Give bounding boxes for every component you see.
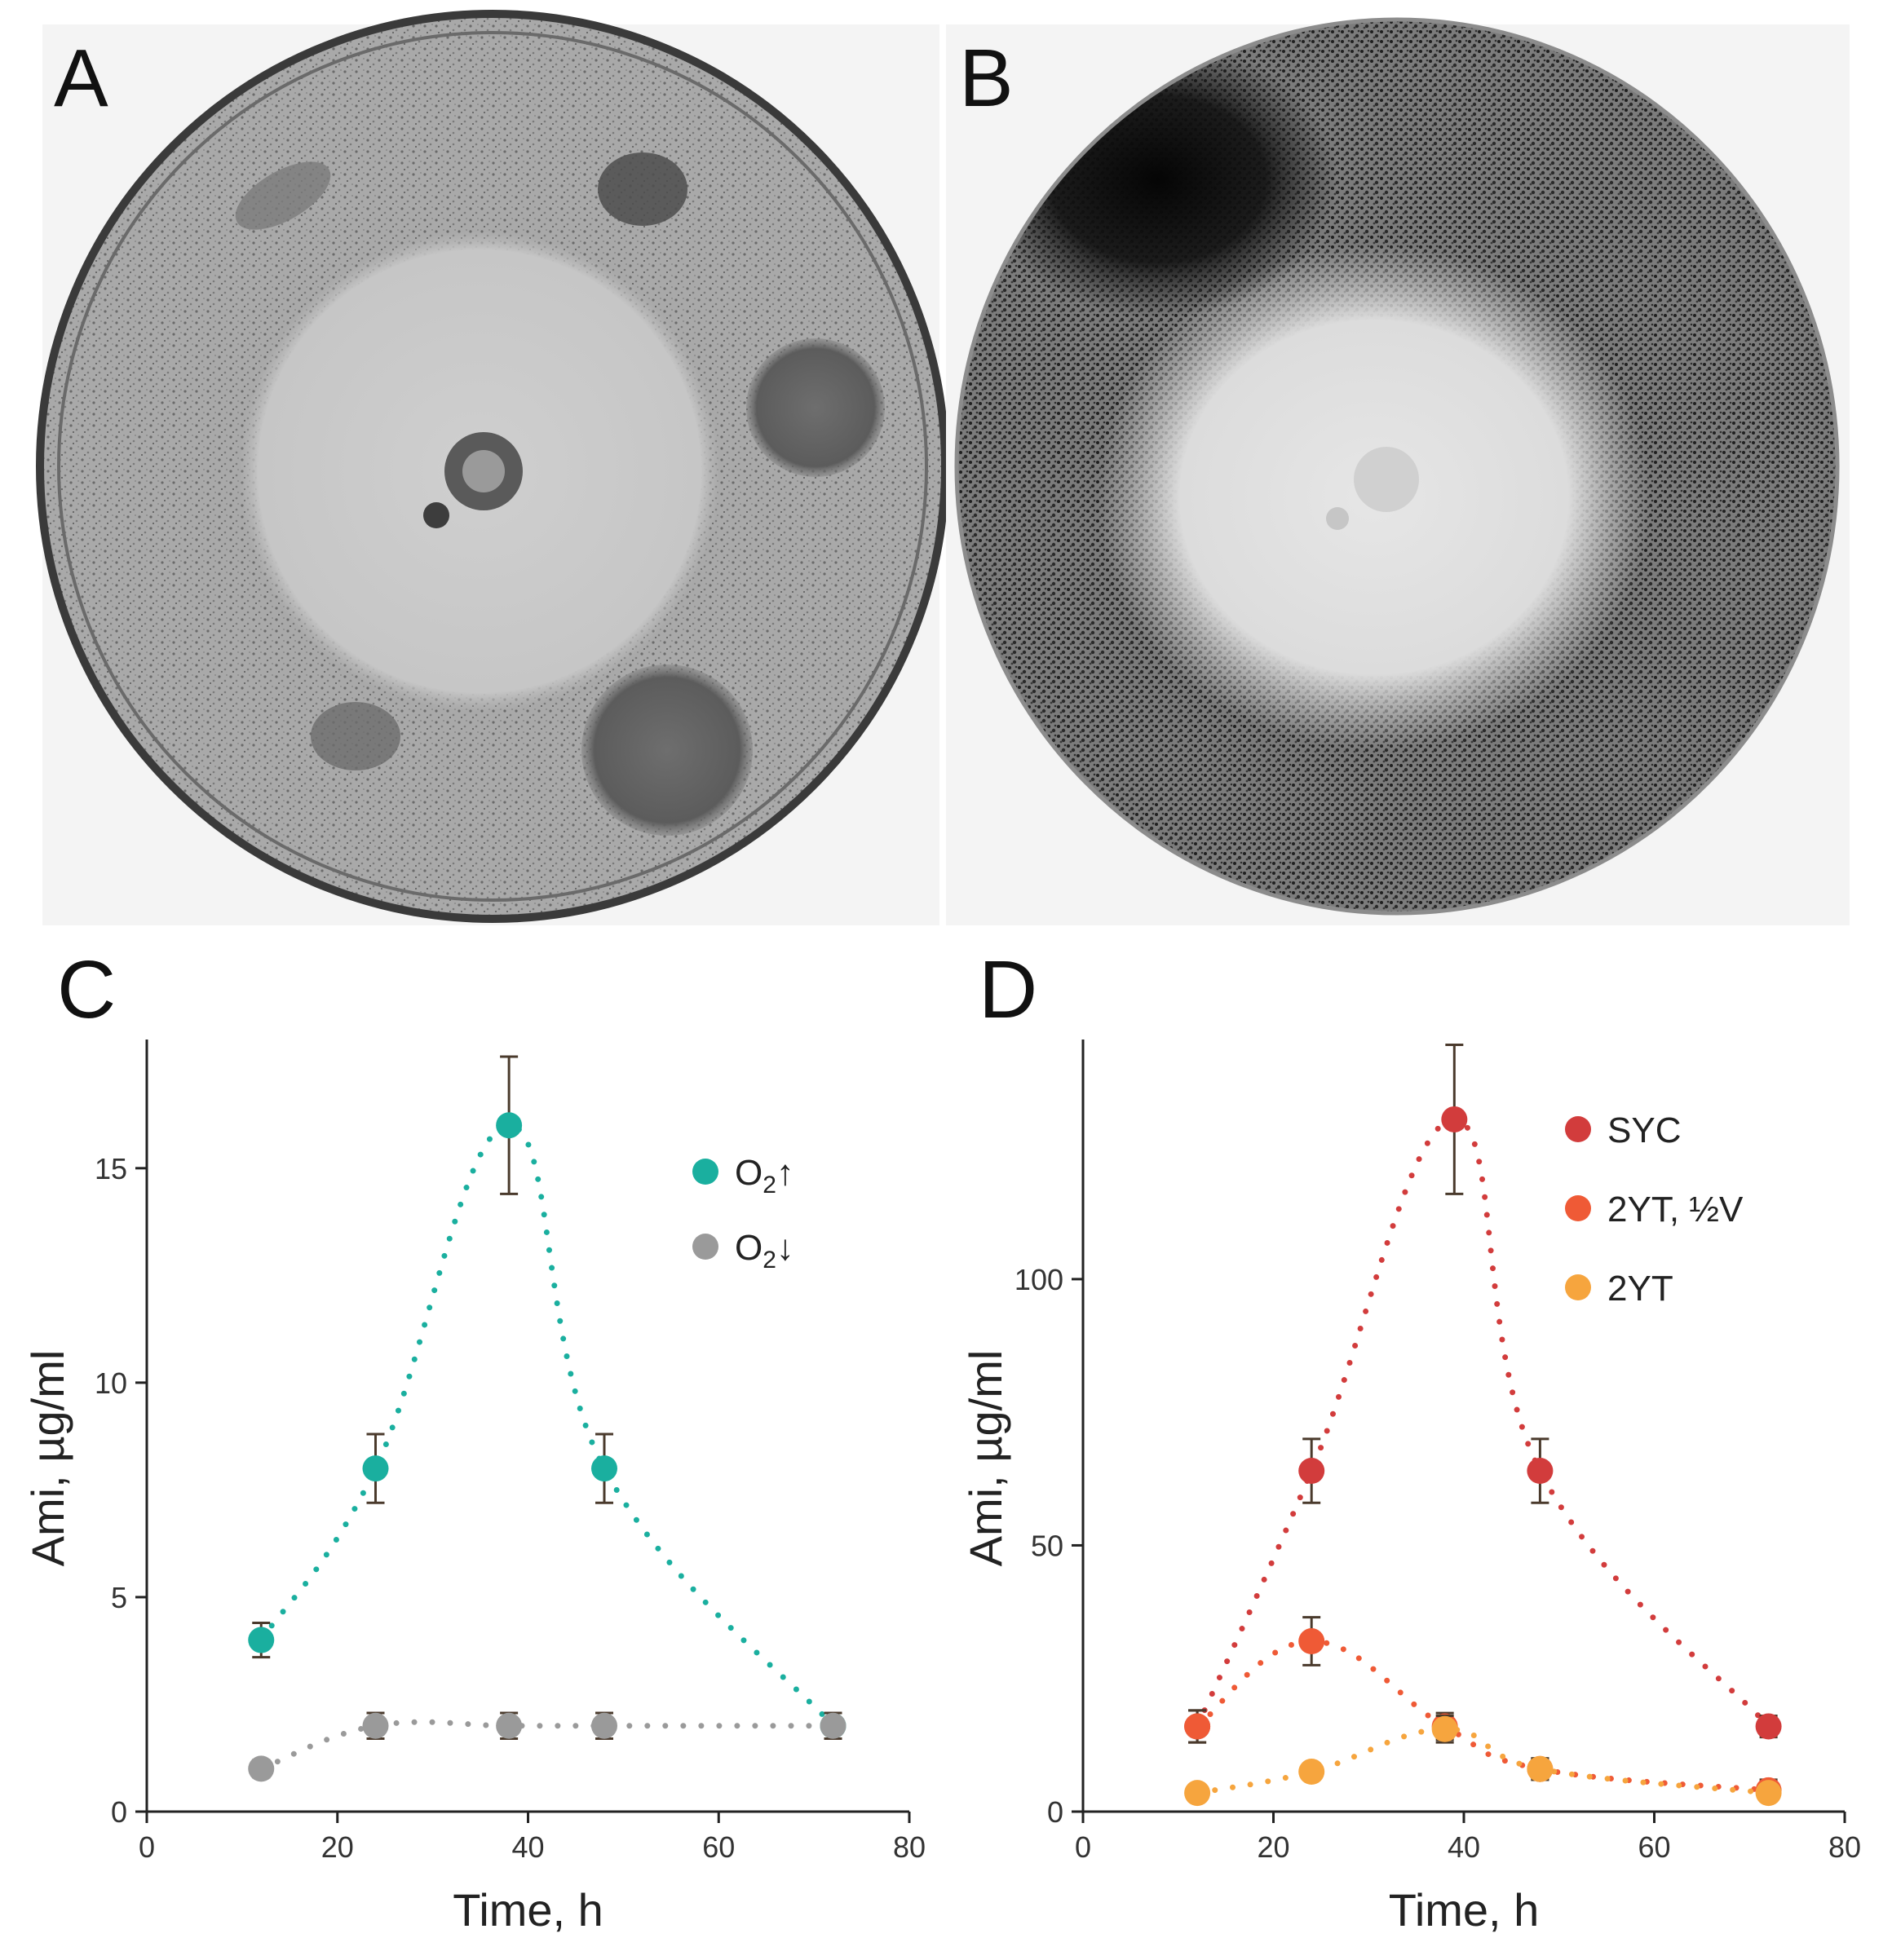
legend-label: O2↑ bbox=[735, 1153, 794, 1199]
data-point bbox=[1755, 1780, 1782, 1807]
data-point bbox=[1298, 1759, 1325, 1786]
chart-d: 0 20 40 60 80 0 50 100 Time, h Ami, µg/ml SYC 2YT, … bbox=[960, 1040, 1861, 1936]
x-tick-label: 20 bbox=[321, 1830, 354, 1864]
y-tick-label: 0 bbox=[1047, 1795, 1063, 1829]
data-point bbox=[248, 1627, 275, 1653]
panel-letter-b: B bbox=[959, 33, 1014, 124]
x-tick-label: 20 bbox=[1257, 1830, 1289, 1864]
legend-marker bbox=[692, 1159, 718, 1185]
chart-c: 0 20 40 60 80 0 5 10 15 Time, h Ami, µg/ml O2↑ O2↓ bbox=[22, 1040, 926, 1936]
data-point bbox=[248, 1755, 275, 1782]
data-point bbox=[496, 1712, 523, 1739]
legend-marker bbox=[1565, 1116, 1591, 1142]
data-point bbox=[1298, 1628, 1325, 1655]
x-tick-label: 0 bbox=[139, 1830, 155, 1864]
panel-letter-d: D bbox=[979, 944, 1037, 1035]
y-axis-title: Ami, µg/ml bbox=[960, 1350, 1011, 1567]
x-tick-label: 40 bbox=[1448, 1830, 1480, 1864]
series-line bbox=[258, 1719, 836, 1772]
panel-letter-c: C bbox=[57, 944, 116, 1035]
x-tick-label: 60 bbox=[702, 1830, 735, 1864]
data-point bbox=[1184, 1780, 1211, 1807]
y-tick-label: 0 bbox=[111, 1795, 127, 1829]
data-point bbox=[496, 1112, 523, 1139]
legend-marker bbox=[1565, 1195, 1591, 1221]
data-point bbox=[1298, 1458, 1325, 1485]
y-tick-label: 100 bbox=[1015, 1263, 1063, 1296]
y-tick-label: 10 bbox=[95, 1366, 127, 1400]
data-point bbox=[1755, 1713, 1782, 1740]
data-point bbox=[591, 1455, 617, 1482]
y-tick-label: 15 bbox=[95, 1152, 127, 1185]
legend-marker bbox=[1565, 1274, 1591, 1300]
x-tick-label: 80 bbox=[893, 1830, 926, 1864]
legend-label: SYC bbox=[1607, 1110, 1681, 1150]
panel-letter-a: A bbox=[54, 33, 108, 124]
data-point bbox=[1184, 1713, 1211, 1740]
x-tick-label: 60 bbox=[1638, 1830, 1670, 1864]
x-tick-label: 80 bbox=[1828, 1830, 1861, 1864]
legend-label: 2YT, ½V bbox=[1607, 1190, 1744, 1229]
legend-label: 2YT bbox=[1607, 1269, 1673, 1309]
series-line bbox=[1194, 1638, 1772, 1794]
data-point bbox=[362, 1712, 389, 1739]
data-point bbox=[591, 1712, 617, 1739]
y-tick-label: 50 bbox=[1031, 1529, 1063, 1562]
data-point bbox=[1431, 1715, 1458, 1742]
data-point bbox=[1527, 1458, 1554, 1485]
y-tick-label: 5 bbox=[111, 1581, 127, 1614]
legend-label: O2↓ bbox=[735, 1228, 794, 1274]
series-line bbox=[258, 1122, 836, 1729]
photo-panel-a: A bbox=[36, 10, 949, 925]
x-tick-label: 40 bbox=[511, 1830, 544, 1864]
x-axis-title: Time, h bbox=[1389, 1884, 1540, 1936]
data-point bbox=[362, 1455, 389, 1482]
data-point bbox=[820, 1712, 847, 1739]
photo-panel-b: B bbox=[946, 17, 1850, 925]
x-tick-label: 0 bbox=[1075, 1830, 1091, 1864]
data-point bbox=[1441, 1106, 1468, 1132]
legend-marker bbox=[692, 1234, 718, 1260]
y-axis-title: Ami, µg/ml bbox=[22, 1350, 73, 1567]
x-axis-title: Time, h bbox=[453, 1884, 603, 1936]
data-point bbox=[1527, 1755, 1554, 1782]
